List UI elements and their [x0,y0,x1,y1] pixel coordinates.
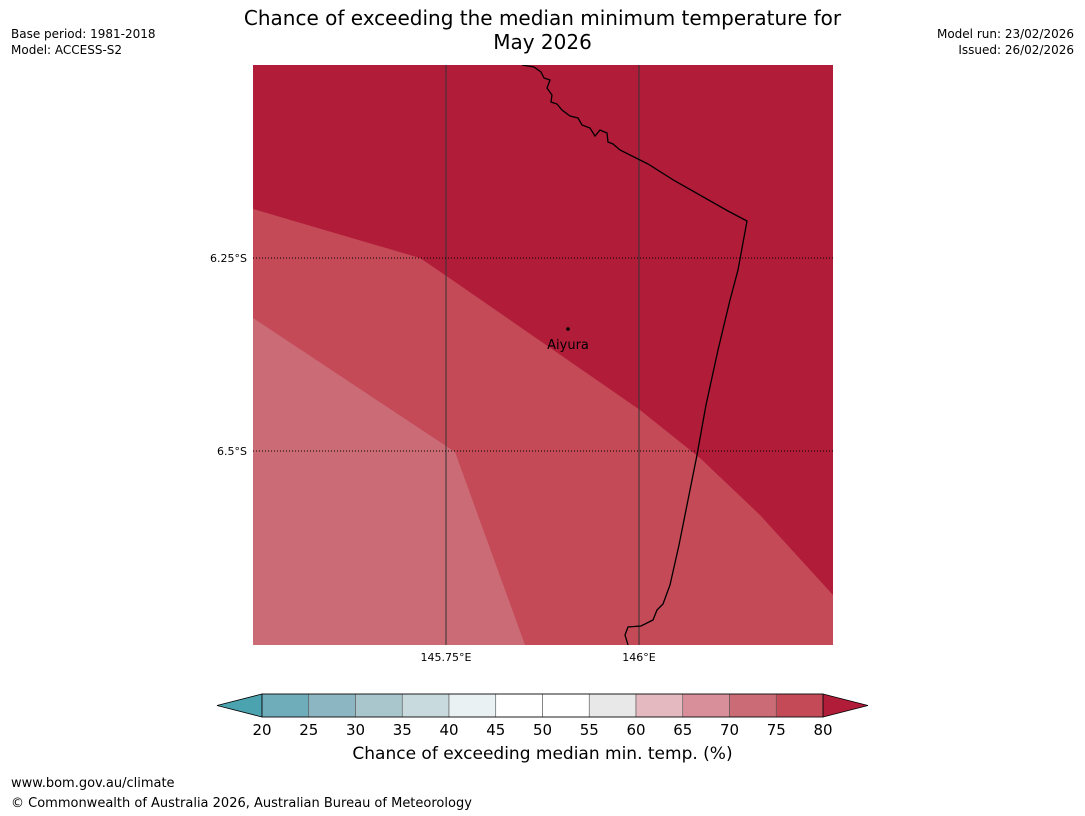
base-period: Base period: 1981-2018 [11,27,156,41]
model-name: Model: ACCESS-S2 [11,43,123,57]
place-label: Aiyura [547,338,589,353]
colorbar-segment [308,693,356,718]
map-title: Chance of exceeding the median minimum t… [0,6,1085,54]
map-title-line1: Chance of exceeding the median minimum t… [243,6,842,30]
colorbar-tick-label: 80 [813,721,832,739]
colorbar-segment [588,693,637,718]
issued-date: Issued: 26/02/2026 [958,43,1074,57]
colorbar-tick-label: 65 [673,721,692,739]
colorbar-segment [261,693,310,718]
colorbar-segment [729,693,777,718]
border-line [521,65,748,645]
colorbar-tick-label: 70 [720,721,739,739]
colorbar-tick-label: 45 [486,721,505,739]
lat-label-6-5: 6.5°S [217,445,247,458]
colorbar: 20 25 30 35 40 45 50 55 60 65 70 75 80 [216,693,869,739]
footer-url: www.bom.gov.au/climate [11,776,175,791]
model-run: Model run: 23/02/2026 [936,27,1074,41]
colorbar-segment [635,693,684,718]
colorbar-tick-label: 50 [533,721,552,739]
colorbar-segment [355,693,403,718]
colorbar-segment [682,693,730,718]
map-title-line2: May 2026 [493,30,592,54]
colorbar-label: Chance of exceeding median min. temp. (%… [352,744,733,764]
colorbar-tick-label: 30 [346,721,365,739]
colorbar-segment [448,693,497,718]
colorbar-tick-label: 60 [626,721,645,739]
lon-label-146: 146°E [622,651,655,664]
footer: www.bom.gov.au/climate © Commonwealth of… [11,774,472,814]
probability-zones [253,65,833,645]
metadata-left: Base period: 1981-2018 Model: ACCESS-S2 [11,26,156,58]
zone-70-75 [253,318,525,645]
colorbar-segment [542,693,590,718]
colorbar-tick-label: 35 [393,721,412,739]
lat-label-6-25: 6.25°S [210,252,247,265]
footer-copyright: © Commonwealth of Australia 2026, Austra… [11,796,472,811]
colorbar-tick-label: 55 [580,721,599,739]
colorbar-segment [495,693,543,718]
colorbar-tick-label: 75 [767,721,786,739]
colorbar-segment [775,693,824,718]
colorbar-under-arrow [216,693,263,718]
colorbar-tick-label: 25 [299,721,318,739]
colorbar-tick-label: 40 [439,721,458,739]
lon-label-145-75: 145.75°E [421,651,472,664]
place-marker [566,327,570,331]
metadata-right: Model run: 23/02/2026 Issued: 26/02/2026 [937,26,1074,58]
colorbar-over-arrow [822,693,869,718]
colorbar-tick-label: 20 [252,721,271,739]
colorbar-outline [261,693,824,718]
colorbar-segment [401,693,450,718]
